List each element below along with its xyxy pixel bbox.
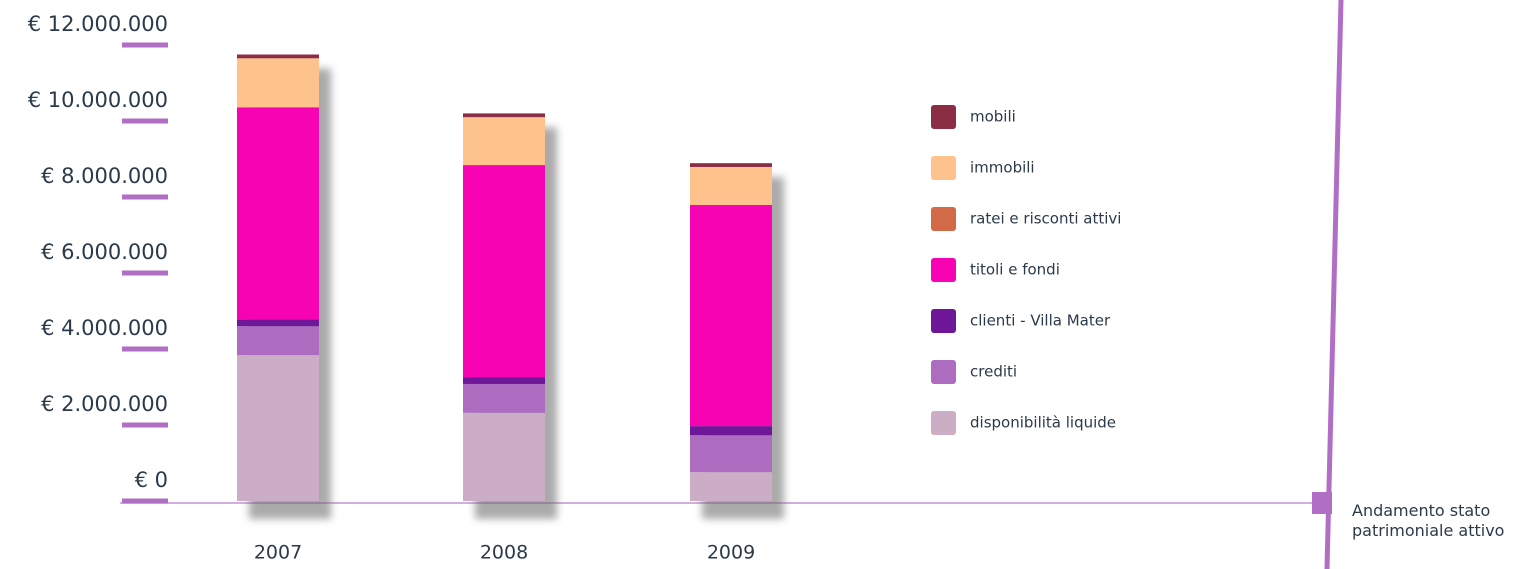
bar-segment — [237, 355, 319, 501]
bar-segment — [690, 435, 772, 473]
x-tick-label: 2008 — [480, 542, 528, 564]
legend-label: clienti - Villa Mater — [970, 312, 1111, 330]
bar-segment — [237, 58, 319, 108]
legend-label: immobili — [970, 159, 1035, 177]
bar-segment — [237, 319, 319, 327]
timeline-marker — [1312, 492, 1332, 514]
timeline — [1324, 0, 1344, 569]
x-tick-label: 2007 — [254, 542, 302, 564]
legend-swatch — [931, 105, 956, 129]
legend-label: disponibilità liquide — [970, 414, 1116, 432]
bar-segment — [463, 113, 545, 118]
legend-swatch — [931, 309, 956, 333]
y-tick-label: € 10.000.000 — [28, 88, 168, 112]
legend-swatch — [931, 258, 956, 282]
bar-segment — [463, 377, 545, 384]
legend-swatch — [931, 156, 956, 180]
legend-label: ratei e risconti attivi — [970, 210, 1121, 228]
y-tick-label: € 8.000.000 — [41, 164, 168, 188]
bar-segment — [463, 165, 545, 378]
bar-segment — [690, 426, 772, 436]
bar-segment — [237, 107, 319, 320]
legend-swatch — [931, 207, 956, 231]
annotation: Andamento stato patrimoniale attivo — [1352, 501, 1505, 540]
bar-segment — [690, 166, 772, 205]
bar-segment — [237, 326, 319, 356]
y-tick-label: € 6.000.000 — [41, 240, 168, 264]
legend-label: mobili — [970, 108, 1016, 126]
legend-label: crediti — [970, 363, 1017, 381]
bar-segment — [237, 54, 319, 59]
bar-segment — [690, 472, 772, 501]
bar-segment — [463, 412, 545, 501]
x-tick-label: 2009 — [707, 542, 755, 564]
y-tick-label: € 2.000.000 — [41, 392, 168, 416]
legend-label: titoli e fondi — [970, 261, 1060, 279]
y-tick-label: € 12.000.000 — [28, 12, 168, 36]
bar-segment — [690, 204, 772, 427]
bar-segment — [463, 383, 545, 413]
y-tick-label: € 0 — [135, 468, 168, 492]
bar-segment — [463, 117, 545, 166]
y-tick-label: € 4.000.000 — [41, 316, 168, 340]
legend-swatch — [931, 411, 956, 435]
legend-swatch — [931, 360, 956, 384]
bar-segment — [690, 163, 772, 167]
